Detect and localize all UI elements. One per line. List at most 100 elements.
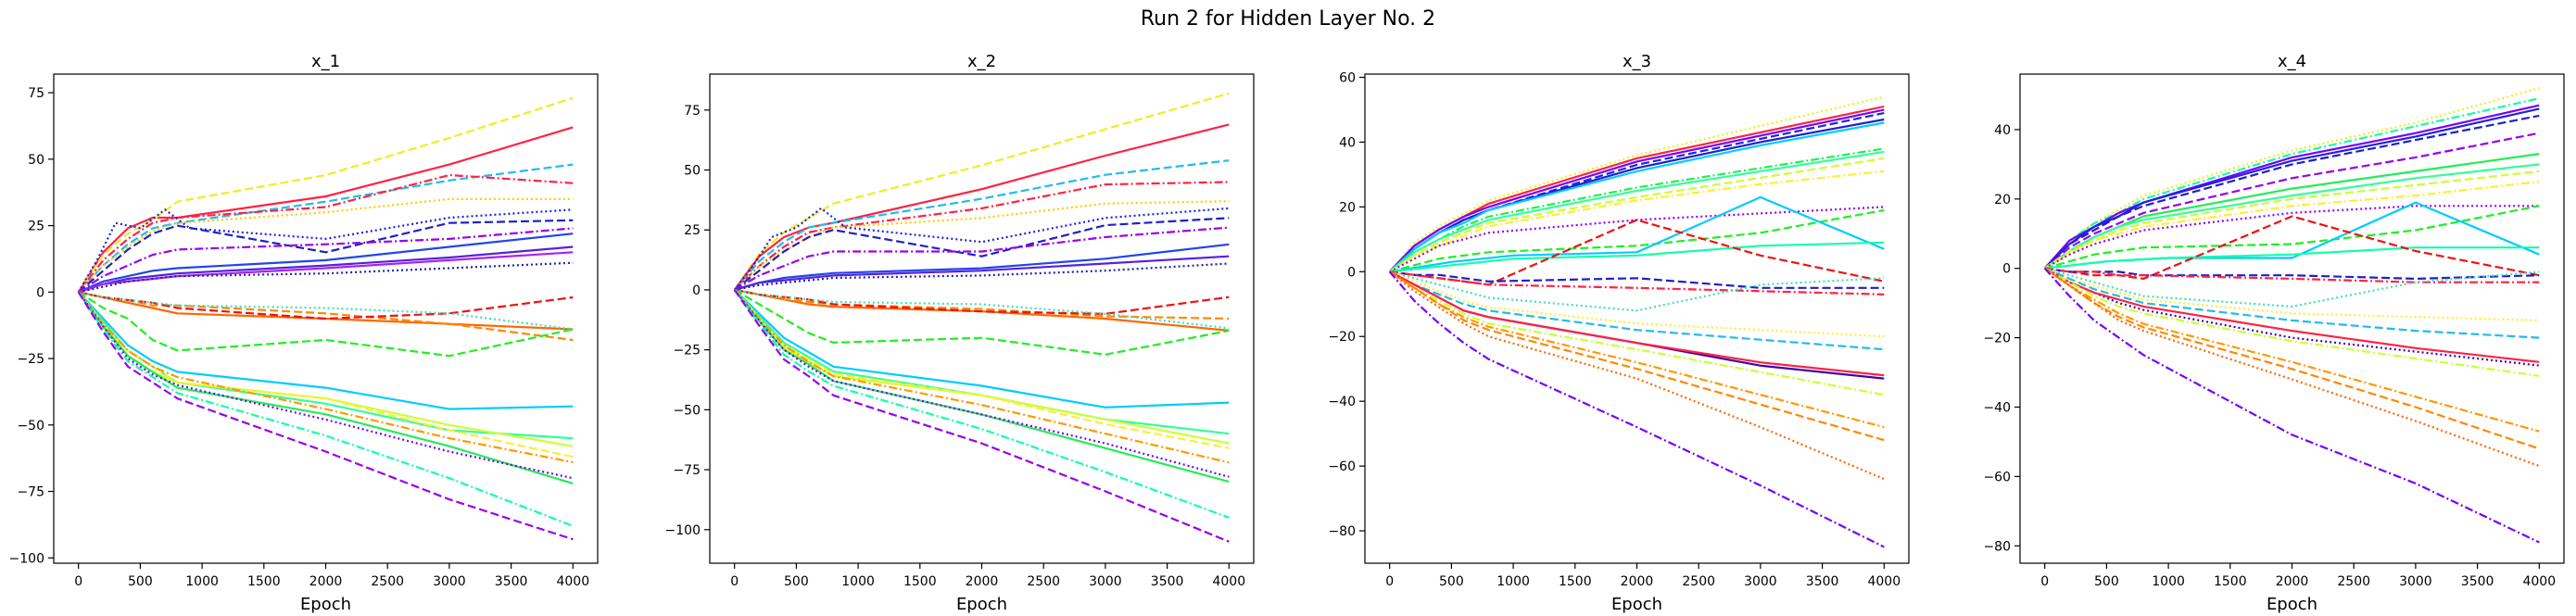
series-line-8 xyxy=(2044,163,2540,270)
series-line-17 xyxy=(733,289,1230,409)
series-group xyxy=(77,96,574,541)
plot-frame xyxy=(1364,73,1910,564)
series-line-3 xyxy=(1388,108,1885,273)
x-tick-label: 4000 xyxy=(2522,574,2556,589)
x-axis-label: Epoch xyxy=(2267,595,2317,614)
series-line-9 xyxy=(78,233,574,294)
series-line-8 xyxy=(78,227,574,294)
x-tick-label: 1500 xyxy=(1559,574,1592,589)
series-line-26 xyxy=(1389,270,1885,481)
series-line-5 xyxy=(1388,118,1885,273)
series-line-23 xyxy=(733,289,1230,478)
y-tick-label: −25 xyxy=(673,344,701,358)
series-line-2 xyxy=(77,96,574,293)
chart-title: x_2 xyxy=(967,52,996,71)
series-line-18 xyxy=(1389,270,1885,312)
x-tick-label: 2500 xyxy=(1027,574,1060,589)
y-tick-label: −40 xyxy=(1328,395,1356,409)
series-line-17 xyxy=(78,291,574,358)
series-line-15 xyxy=(734,288,1230,330)
series-line-25 xyxy=(733,289,1230,543)
x-tick-label: 0 xyxy=(730,574,739,589)
chart-title: x_1 xyxy=(311,52,340,71)
series-line-6 xyxy=(77,208,574,293)
series-line-26 xyxy=(2044,267,2540,468)
series-line-25 xyxy=(1389,270,1885,442)
chart-panel-4: 0 500 1000 1500 2000 2500 3000 3500 4000 −80 −60 −4… xyxy=(1983,52,2565,614)
series-line-13 xyxy=(78,291,574,331)
y-tick-label: −80 xyxy=(1328,524,1356,539)
x-tick-label: 2000 xyxy=(1621,574,1654,589)
series-line-25 xyxy=(2044,267,2540,450)
series-line-22 xyxy=(733,289,1230,484)
x-tick-label: 1000 xyxy=(841,574,875,589)
y-tick-label: −60 xyxy=(1983,470,2011,484)
series-line-2 xyxy=(2043,97,2540,270)
series-line-4 xyxy=(77,173,574,293)
series-line-4 xyxy=(733,181,1230,291)
series-line-14 xyxy=(78,291,574,342)
series-line-14 xyxy=(1389,241,1885,273)
series-line-22 xyxy=(77,291,574,464)
series-line-3 xyxy=(2043,104,2540,270)
x-tick-label: 1500 xyxy=(2214,574,2247,589)
x-tick-label: 2000 xyxy=(2276,574,2309,589)
series-line-17 xyxy=(2044,267,2540,283)
series-line-7 xyxy=(77,219,574,294)
series-line-21 xyxy=(733,289,1230,464)
x-tick-label: 500 xyxy=(2094,574,2119,589)
series-line-10 xyxy=(78,245,574,294)
series-line-19 xyxy=(1389,270,1885,338)
chart-title: x_3 xyxy=(1623,52,1651,71)
y-tick-label: 50 xyxy=(684,164,701,179)
series-line-5 xyxy=(733,200,1230,291)
series-line-27 xyxy=(1388,270,1885,548)
x-axis-label: Epoch xyxy=(956,595,1007,614)
x-tick-label: 0 xyxy=(74,574,82,589)
series-line-26 xyxy=(77,291,574,541)
series-line-24 xyxy=(1389,270,1885,429)
series-line-11 xyxy=(78,251,574,294)
series-line-12 xyxy=(734,288,1230,332)
series-line-7 xyxy=(734,217,1230,291)
series-line-20 xyxy=(77,291,574,447)
y-tick-label: 75 xyxy=(28,86,44,101)
y-tick-label: −100 xyxy=(665,523,701,538)
chart-panel-3: 0 500 1000 1500 2000 2500 3000 3500 4000 −80 −60 −4… xyxy=(1328,52,1910,614)
series-group xyxy=(1388,95,1885,548)
x-tick-label: 2500 xyxy=(2337,574,2370,589)
chart-panels: 0 500 1000 1500 2000 2500 3000 3500 4000−100−75−… xyxy=(9,52,2565,614)
x-tick-label: 4000 xyxy=(556,574,589,589)
x-axis-label: Epoch xyxy=(1611,595,1662,614)
x-tick-label: 3500 xyxy=(1151,574,1184,589)
plot-frame xyxy=(709,73,1255,564)
x-tick-label: 4000 xyxy=(1867,574,1900,589)
x-tick-label: 2500 xyxy=(1682,574,1715,589)
series-line-27 xyxy=(2043,267,2540,544)
y-tick-label: 20 xyxy=(1339,200,1356,215)
y-tick-label: 40 xyxy=(1994,123,2011,138)
y-tick-label: −50 xyxy=(673,403,701,418)
y-tick-label: −100 xyxy=(9,551,44,566)
y-tick-label: −60 xyxy=(1328,459,1356,474)
series-line-24 xyxy=(2044,267,2540,433)
series-line-1 xyxy=(733,92,1230,291)
series-line-21 xyxy=(77,291,574,459)
series-line-12 xyxy=(2044,205,2540,270)
series-line-9 xyxy=(1389,157,1885,273)
figure-title: Run 2 for Hidden Layer No. 2 xyxy=(1141,7,1435,31)
y-tick-label: 50 xyxy=(28,153,44,168)
y-tick-label: 25 xyxy=(28,220,44,234)
series-line-18 xyxy=(2044,267,2540,308)
series-line-11 xyxy=(2044,205,2540,270)
x-tick-label: 0 xyxy=(2040,574,2049,589)
series-line-23 xyxy=(2044,267,2540,377)
series-line-22 xyxy=(1389,270,1885,377)
x-tick-label: 3000 xyxy=(1089,574,1122,589)
y-tick-label: −50 xyxy=(17,419,44,434)
series-line-1 xyxy=(1388,95,1885,273)
series-line-5 xyxy=(2043,114,2540,270)
series-group xyxy=(733,92,1230,543)
y-tick-label: 0 xyxy=(36,285,44,300)
